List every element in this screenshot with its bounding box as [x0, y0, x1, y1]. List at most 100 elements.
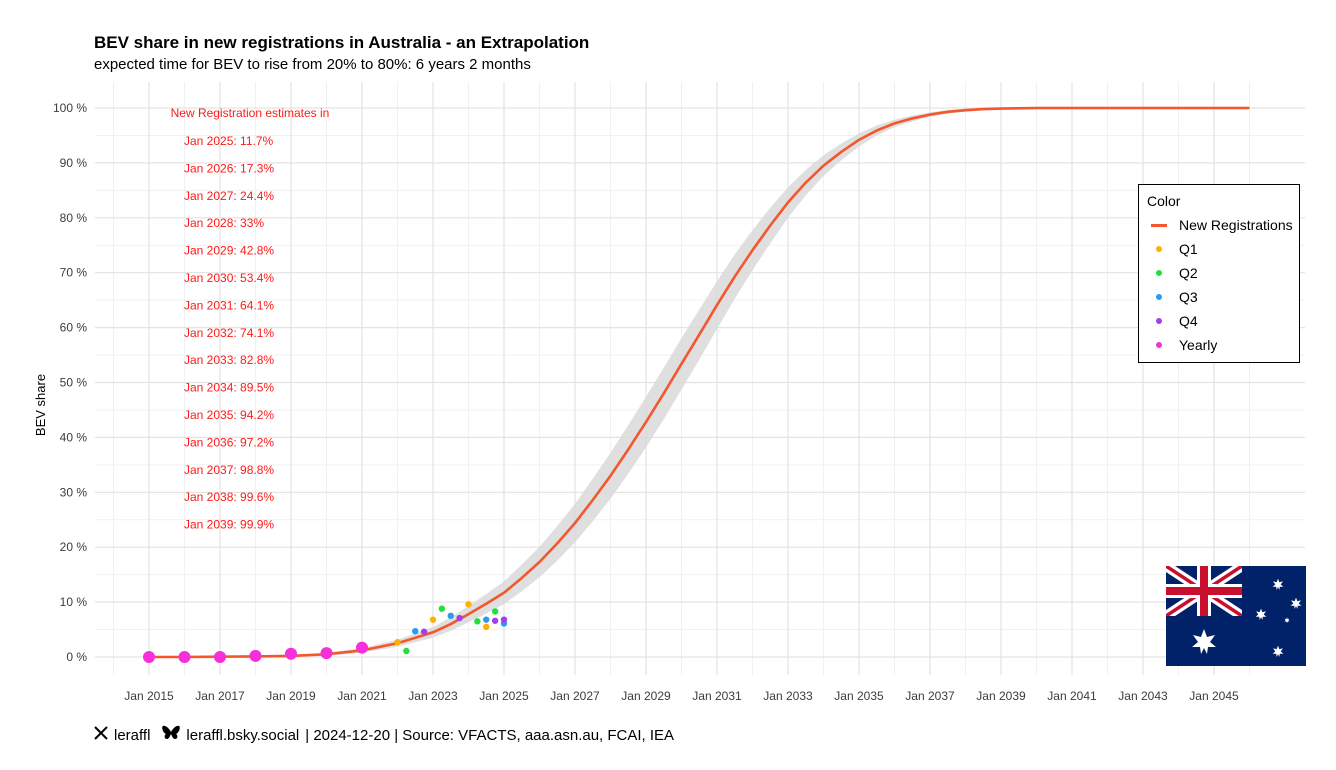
- annotation-line: Jan 2037: 98.8%: [184, 463, 274, 477]
- x-tick-label: Jan 2025: [479, 689, 529, 703]
- y-tick-label: 80 %: [60, 211, 88, 225]
- series-lines: [149, 106, 1250, 659]
- point-q1: [465, 601, 472, 608]
- point-yearly: [214, 651, 226, 663]
- x-tick-label: Jan 2039: [976, 689, 1026, 703]
- point-yearly: [178, 651, 191, 663]
- legend-item-yearly: Yearly: [1149, 335, 1217, 355]
- y-tick-label: 70 %: [60, 266, 88, 280]
- legend-label: Q1: [1179, 241, 1198, 257]
- annotation-line: Jan 2031: 64.1%: [184, 298, 274, 312]
- annotation-line: Jan 2032: 74.1%: [184, 326, 274, 340]
- australia-flag-icon: [1166, 566, 1306, 666]
- point-q3: [447, 612, 454, 620]
- annotation-line: Jan 2039: 99.9%: [184, 518, 274, 532]
- legend-item-new-registrations: New Registrations: [1149, 215, 1293, 235]
- annotation-line: Jan 2033: 82.8%: [184, 353, 274, 367]
- bluesky-butterfly-icon: [162, 725, 181, 745]
- annotation-line: Jan 2026: 17.3%: [184, 161, 274, 175]
- y-tick-label: 90 %: [60, 156, 88, 170]
- y-tick-label: 10 %: [60, 595, 88, 609]
- legend-label: Q3: [1179, 289, 1198, 305]
- point-yearly: [285, 647, 297, 660]
- legend-key-dot: [1156, 246, 1162, 252]
- point-q2: [438, 605, 446, 612]
- x-tick-label: Jan 2027: [550, 689, 600, 703]
- legend-item-q3: Q3: [1149, 287, 1198, 307]
- series-line-new-registrations: [149, 106, 1250, 659]
- annotation-line: Jan 2036: 97.2%: [184, 435, 274, 449]
- annotation-heading: New Registration estimates in: [171, 106, 330, 120]
- point-yearly: [320, 647, 333, 660]
- grid-minor: [95, 82, 1305, 675]
- point-q3: [412, 627, 419, 635]
- legend-label: New Registrations: [1179, 217, 1293, 233]
- legend-label: Q4: [1179, 313, 1198, 329]
- annotation-line: Jan 2029: 42.8%: [184, 244, 274, 258]
- point-yearly: [249, 649, 262, 662]
- x-tick-label: Jan 2037: [905, 689, 955, 703]
- point-q4: [491, 617, 499, 624]
- y-tick-label: 50 %: [60, 376, 88, 390]
- point-q1: [394, 638, 401, 646]
- y-tick-label: 0 %: [66, 650, 87, 664]
- point-q1: [429, 616, 437, 623]
- legend-label: Q2: [1179, 265, 1198, 281]
- y-tick-label: 30 %: [60, 485, 88, 499]
- footer: leraffl leraffl.bsky.social | 2024-12-20…: [94, 725, 674, 745]
- x-tick-label: Jan 2021: [337, 689, 387, 703]
- point-q2: [491, 608, 499, 615]
- series-points: [143, 601, 508, 663]
- x-tick-label: Jan 2033: [763, 689, 813, 703]
- point-q2: [403, 647, 410, 655]
- annotation-line: Jan 2034: 89.5%: [184, 381, 274, 395]
- chart-subtitle: expected time for BEV to rise from 20% t…: [94, 56, 531, 73]
- legend-label: Yearly: [1179, 337, 1218, 353]
- legend-key-dot: [1156, 294, 1162, 300]
- footer-source: | 2024-12-20 | Source: VFACTS, aaa.asn.a…: [305, 726, 675, 744]
- annotation-line: Jan 2027: 24.4%: [184, 189, 274, 203]
- x-tick-label: Jan 2019: [266, 689, 316, 703]
- annotation-line: Jan 2035: 94.2%: [184, 408, 274, 422]
- legend: Color New Registrations Q1 Q2 Q3 Q4 Year…: [1138, 184, 1300, 363]
- annotation-line: Jan 2038: 99.6%: [184, 490, 274, 504]
- estimate-annotation: New Registration estimates in Jan 2025: 1…: [171, 106, 330, 532]
- legend-item-q4: Q4: [1149, 311, 1198, 331]
- point-q4: [420, 628, 428, 635]
- annotation-line: Jan 2028: 33%: [184, 216, 264, 230]
- y-tick-label: 100 %: [53, 101, 87, 115]
- grid-major: [95, 82, 1305, 675]
- point-q1: [483, 623, 490, 631]
- point-yearly: [143, 651, 155, 663]
- axes: Jan 2015 Jan 2017 Jan 2019 Jan 2021 Jan 2023…: [53, 101, 1239, 703]
- bluesky-handle[interactable]: leraffl.bsky.social: [186, 726, 300, 744]
- x-tick-label: Jan 2029: [621, 689, 671, 703]
- point-q4: [500, 616, 508, 623]
- legend-item-q1: Q1: [1149, 239, 1198, 259]
- x-tick-label: Jan 2043: [1118, 689, 1168, 703]
- legend-title: Color: [1147, 193, 1181, 209]
- y-tick-label: 60 %: [60, 321, 88, 335]
- annotation-line: Jan 2030: 53.4%: [184, 271, 274, 285]
- y-tick-label: 20 %: [60, 540, 88, 554]
- x-tick-label: Jan 2017: [195, 689, 245, 703]
- y-tick-label: 40 %: [60, 430, 88, 444]
- x-tick-label: Jan 2023: [408, 689, 458, 703]
- legend-item-q2: Q2: [1149, 263, 1198, 283]
- annotation-line: Jan 2025: 11.7%: [184, 134, 274, 148]
- chart-title: BEV share in new registrations in Austra…: [94, 33, 590, 52]
- x-handle[interactable]: leraffl: [114, 726, 151, 744]
- point-q3: [483, 616, 490, 623]
- legend-key-line: [1151, 224, 1167, 227]
- legend-key-dot: [1156, 270, 1162, 276]
- point-q4: [456, 614, 463, 622]
- x-tick-label: Jan 2031: [692, 689, 742, 703]
- point-yearly: [356, 641, 368, 654]
- legend-key-dot: [1156, 342, 1162, 348]
- x-tick-label: Jan 2041: [1047, 689, 1097, 703]
- x-logo-icon: [94, 726, 108, 744]
- x-tick-label: Jan 2045: [1189, 689, 1239, 703]
- point-q2: [474, 618, 481, 625]
- legend-key-dot: [1156, 318, 1162, 324]
